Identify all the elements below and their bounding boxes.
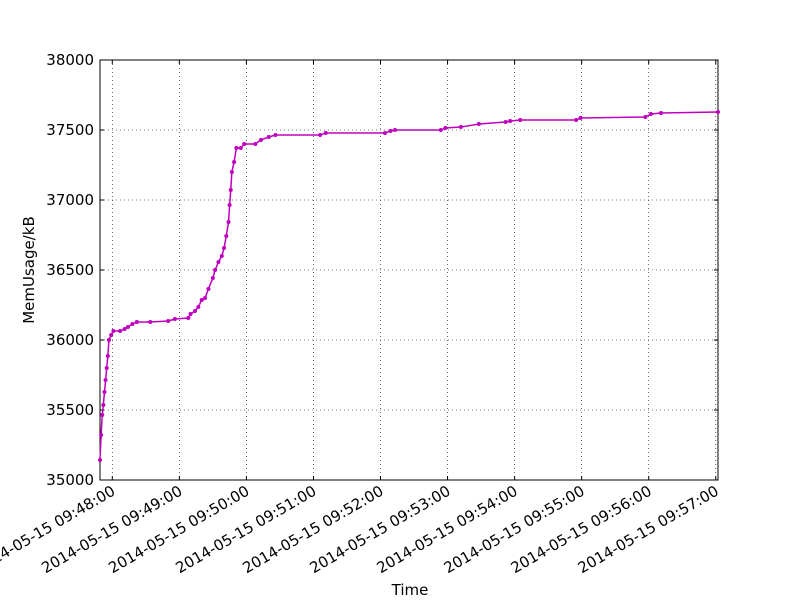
y-tick-label: 37500 <box>46 121 94 139</box>
data-point <box>382 130 387 135</box>
data-point <box>122 326 127 331</box>
data-point <box>186 316 191 321</box>
data-point <box>103 378 108 383</box>
data-point <box>224 233 229 238</box>
data-point <box>210 275 215 280</box>
data-line <box>99 111 719 461</box>
data-point <box>323 130 328 135</box>
y-tick-label: 35500 <box>46 401 94 419</box>
data-point <box>222 246 227 251</box>
data-point <box>518 118 523 123</box>
data-point <box>100 413 105 418</box>
data-point <box>716 109 720 114</box>
data-point <box>458 125 463 130</box>
data-point <box>101 402 106 407</box>
data-point <box>443 126 448 131</box>
data-point <box>229 170 234 174</box>
data-point <box>226 219 231 224</box>
data-point <box>238 146 243 151</box>
data-point <box>105 353 110 358</box>
data-point <box>258 137 263 142</box>
data-point <box>118 329 123 334</box>
data-point <box>102 389 107 394</box>
data-point <box>578 115 583 120</box>
data-point <box>393 128 398 132</box>
data-point <box>228 188 233 193</box>
data-point <box>232 160 237 165</box>
data-point <box>199 297 204 302</box>
data-point <box>318 133 323 138</box>
y-tick-label: 36000 <box>46 331 94 349</box>
data-point <box>203 296 208 300</box>
data-point <box>109 332 114 337</box>
y-tick-label: 37000 <box>46 191 94 209</box>
data-point <box>134 319 139 324</box>
y-tick-label: 36500 <box>46 261 94 279</box>
data-point <box>227 203 232 208</box>
data-point <box>166 318 171 323</box>
data-point <box>172 317 177 321</box>
data-point <box>242 142 247 146</box>
data-point <box>659 111 664 116</box>
data-point <box>125 324 130 329</box>
data-point <box>574 118 579 123</box>
data-point <box>219 254 224 258</box>
data-point <box>648 112 653 117</box>
data-point <box>196 304 201 309</box>
data-point <box>388 128 393 133</box>
data-point <box>273 133 278 138</box>
x-axis-label: Time <box>391 581 429 599</box>
data-point <box>213 268 218 272</box>
data-point <box>192 309 197 314</box>
data-point <box>503 120 508 125</box>
data-point <box>148 319 153 324</box>
data-point <box>98 457 102 462</box>
data-point <box>508 119 513 124</box>
data-point <box>216 260 221 265</box>
plot-frame <box>99 59 719 481</box>
data-point <box>234 146 239 151</box>
data-point <box>206 287 211 292</box>
data-point <box>266 135 271 139</box>
data-point <box>438 128 443 132</box>
data-point <box>188 311 193 316</box>
data-point <box>643 114 648 119</box>
y-tick-label: 35000 <box>46 471 94 489</box>
data-point <box>104 366 109 370</box>
data-point <box>111 329 116 334</box>
data-point <box>99 433 104 438</box>
data-point <box>106 338 111 342</box>
y-tick-label: 38000 <box>46 51 94 69</box>
y-axis-label: MemUsage/kB <box>20 216 38 324</box>
data-point <box>476 121 481 126</box>
data-point <box>130 322 135 327</box>
data-point <box>253 142 258 146</box>
